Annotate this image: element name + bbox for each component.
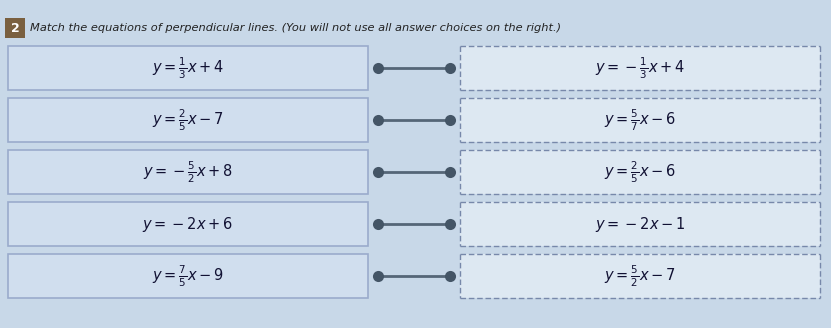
Text: $y = -\frac{1}{3}x + 4$: $y = -\frac{1}{3}x + 4$ xyxy=(595,55,685,81)
Text: $y = \frac{2}{5}x - 6$: $y = \frac{2}{5}x - 6$ xyxy=(604,159,676,185)
Text: $y = \frac{5}{2}x - 7$: $y = \frac{5}{2}x - 7$ xyxy=(604,263,676,289)
FancyBboxPatch shape xyxy=(5,18,25,38)
FancyBboxPatch shape xyxy=(8,98,368,142)
Text: 2: 2 xyxy=(11,22,19,34)
Text: $y = -2x - 1$: $y = -2x - 1$ xyxy=(595,215,686,234)
FancyBboxPatch shape xyxy=(8,202,368,246)
Text: $y = \frac{5}{7}x - 6$: $y = \frac{5}{7}x - 6$ xyxy=(604,107,676,133)
Text: $y = -2x + 6$: $y = -2x + 6$ xyxy=(142,215,234,234)
FancyBboxPatch shape xyxy=(460,98,820,142)
FancyBboxPatch shape xyxy=(8,254,368,298)
FancyBboxPatch shape xyxy=(8,46,368,90)
Text: $y = \frac{2}{5}x - 7$: $y = \frac{2}{5}x - 7$ xyxy=(152,107,224,133)
FancyBboxPatch shape xyxy=(460,202,820,246)
Text: Match the equations of perpendicular lines. (You will not use all answer choices: Match the equations of perpendicular lin… xyxy=(30,23,561,33)
Text: $y = \frac{1}{3}x + 4$: $y = \frac{1}{3}x + 4$ xyxy=(152,55,224,81)
Text: $y = -\frac{5}{2}x + 8$: $y = -\frac{5}{2}x + 8$ xyxy=(143,159,233,185)
FancyBboxPatch shape xyxy=(460,254,820,298)
FancyBboxPatch shape xyxy=(8,150,368,194)
Text: $y = \frac{7}{5}x - 9$: $y = \frac{7}{5}x - 9$ xyxy=(152,263,224,289)
FancyBboxPatch shape xyxy=(460,46,820,90)
FancyBboxPatch shape xyxy=(460,150,820,194)
